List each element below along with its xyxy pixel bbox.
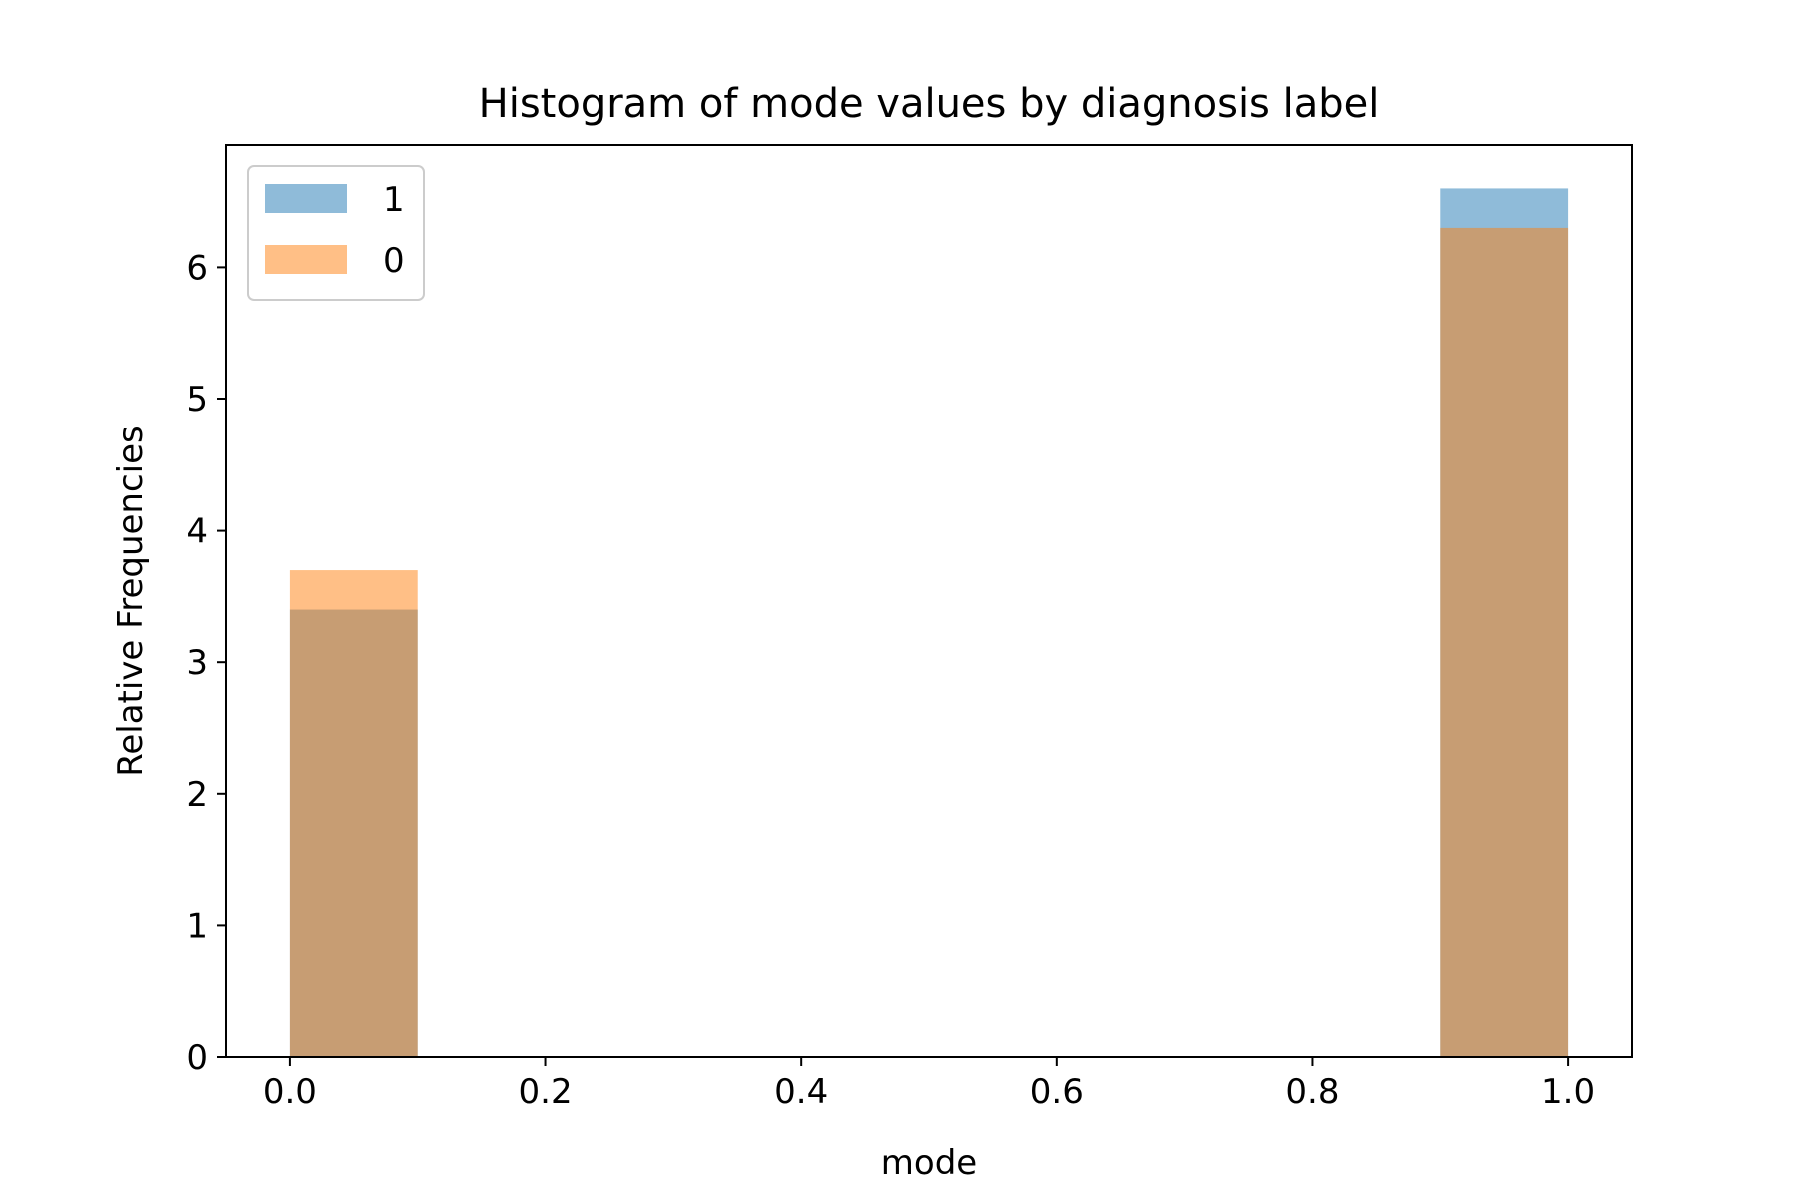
x-tick-label: 0.6 [1030, 1072, 1084, 1112]
legend-label-0: 0 [383, 241, 405, 281]
bar-series-0-bin-0 [289, 570, 418, 1057]
y-ticks: 0 1 2 3 4 5 6 [186, 248, 226, 1078]
y-tick-label: 6 [186, 248, 208, 288]
y-tick-label: 3 [186, 643, 208, 683]
y-tick-label: 1 [186, 906, 208, 946]
y-tick-label: 0 [186, 1038, 208, 1078]
bar-series-0-bin-9 [1440, 227, 1569, 1058]
legend-swatch-0 [265, 245, 347, 274]
x-tick-label: 0.2 [519, 1072, 573, 1112]
chart-title: Histogram of mode values by diagnosis la… [479, 81, 1380, 127]
legend: 10 [247, 165, 425, 301]
plot-frame [225, 144, 1633, 1058]
y-tick-label: 4 [186, 512, 208, 552]
x-axis-label: mode [881, 1143, 977, 1183]
x-tick-label: 0.0 [263, 1072, 317, 1112]
x-tick-label: 1.0 [1541, 1072, 1595, 1112]
x-tick-label: 0.8 [1285, 1072, 1339, 1112]
x-tick-label: 0.4 [774, 1072, 828, 1112]
legend-swatch-1 [265, 184, 347, 213]
y-tick-label: 2 [186, 775, 208, 815]
y-tick-label: 5 [186, 380, 208, 420]
y-axis-label: Relative Frequencies [111, 425, 151, 777]
bars-group [289, 188, 1569, 1058]
legend-label-1: 1 [383, 180, 405, 220]
x-ticks: 0.0 0.2 0.4 0.6 0.8 1.0 [263, 1057, 1595, 1112]
